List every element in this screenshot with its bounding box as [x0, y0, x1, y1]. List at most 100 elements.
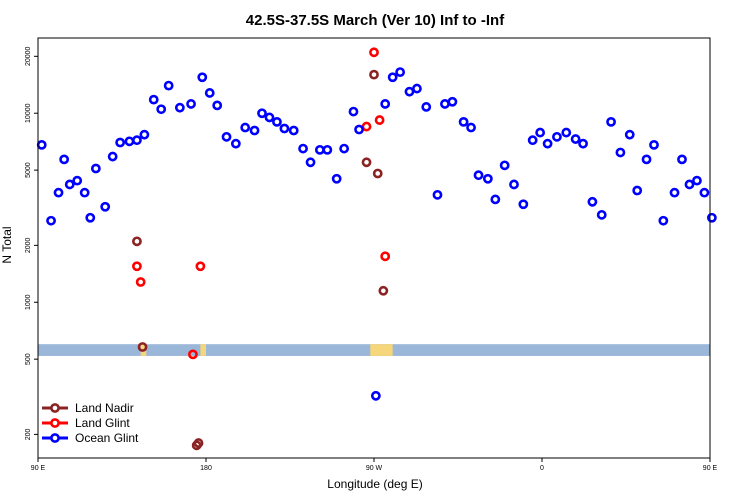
data-point [677, 154, 687, 165]
data-point [59, 154, 70, 165]
y-axis: 200 500 1000 2000 5000 10000 20000 [25, 46, 38, 440]
data-point [684, 179, 695, 190]
data-point [374, 115, 385, 125]
data-point [632, 185, 643, 196]
data-point [257, 108, 267, 119]
legend-marker [50, 433, 60, 443]
data-point [36, 139, 47, 150]
y-tick-label: 200 [25, 428, 32, 440]
data-point [624, 129, 635, 140]
data-point [527, 135, 538, 146]
data-point [518, 199, 529, 210]
legend-item: Ocean Glint [42, 431, 139, 445]
data-point [596, 209, 607, 220]
data-point [658, 215, 669, 226]
data-point [115, 137, 126, 148]
data-point [458, 116, 469, 127]
data-point [432, 189, 443, 200]
x-tick-label: 180 [200, 465, 212, 472]
data-point [249, 125, 260, 136]
data-point [421, 102, 432, 112]
data-point [264, 112, 275, 123]
data-point [305, 157, 316, 168]
y-tick-label: 20000 [25, 46, 32, 66]
data-point [279, 123, 290, 134]
y-tick-label: 2000 [25, 237, 32, 253]
x-axis-title: Longitude (deg E) [327, 477, 422, 491]
plot-frame [37, 37, 711, 459]
data-point [440, 99, 450, 109]
data-point [322, 144, 333, 155]
data-point [499, 160, 510, 171]
y-tick-label: 1000 [25, 294, 32, 310]
data-point [137, 342, 148, 352]
data-point [204, 88, 215, 98]
data-point [298, 143, 308, 154]
data-point [509, 179, 519, 190]
data-point [197, 72, 208, 83]
data-point [587, 196, 598, 207]
x-tick-label: 90 E [31, 465, 46, 472]
data-point [188, 349, 198, 360]
legend-marker [50, 418, 60, 428]
legend-item: Land Nadir [42, 401, 134, 415]
data-point [348, 106, 359, 117]
series-land-glint [132, 47, 391, 360]
data-point [124, 136, 135, 147]
series-land-nadir [132, 69, 389, 451]
data-point [72, 175, 83, 186]
data-point [649, 139, 659, 150]
data-point [490, 194, 501, 205]
y-tick-label: 500 [25, 353, 32, 365]
data-point [148, 94, 159, 105]
data-point [174, 102, 185, 113]
data-point [361, 157, 372, 168]
data-point [552, 131, 562, 142]
x-tick-label: 90 E [703, 465, 718, 472]
data-point [361, 121, 372, 132]
data-point [221, 131, 232, 142]
data-point [85, 212, 96, 223]
data-point [132, 135, 142, 146]
y-axis-title: N Total [0, 226, 14, 263]
data-point [378, 285, 389, 296]
data-point [135, 277, 146, 287]
data-point [369, 69, 379, 80]
data-point [230, 138, 241, 149]
data-point [100, 201, 111, 212]
legend-marker [50, 403, 60, 413]
data-point [193, 438, 204, 448]
data-point [692, 175, 702, 186]
data-point [354, 124, 364, 135]
data-point [331, 173, 342, 184]
data-point [473, 170, 484, 181]
data-point [369, 47, 379, 58]
data-point [64, 179, 75, 190]
data-point [339, 143, 350, 154]
legend-item: Land Glint [42, 416, 130, 430]
data-point [542, 138, 553, 149]
data-point [699, 187, 710, 198]
data-point [606, 116, 616, 127]
y-tick-label: 5000 [25, 162, 32, 178]
data-point [380, 99, 391, 109]
x-tick-label: 90 W [366, 465, 383, 472]
data-point [466, 122, 476, 133]
data-point [272, 116, 282, 127]
data-point [107, 151, 118, 162]
data-point [314, 144, 325, 155]
data-point [641, 154, 652, 165]
y-tick-label: 10000 [25, 103, 32, 123]
data-point [372, 168, 383, 179]
data-points [36, 47, 717, 451]
band-land [200, 344, 206, 356]
data-point [46, 215, 56, 226]
data-point [482, 173, 493, 184]
data-point [570, 134, 581, 144]
data-point [387, 72, 398, 83]
data-point [186, 99, 196, 109]
data-point [212, 100, 223, 111]
legend-label: Land Glint [75, 416, 130, 430]
